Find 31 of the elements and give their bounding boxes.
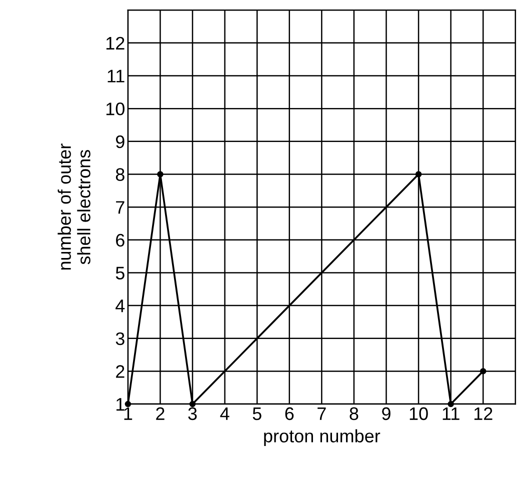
point [448,400,454,408]
y-tick-label: 5 [116,266,124,280]
y-tick-label: 10 [106,102,124,116]
x-tick-label: 7 [318,407,326,420]
y-tick-label: 1 [116,398,124,411]
y-tick-label: 2 [116,365,124,378]
y-tick-label: 3 [116,332,124,346]
x-tick-label: 4 [220,407,230,420]
point [415,171,422,178]
y-tick-label: 9 [116,135,124,148]
y-tick-label: 11 [108,70,124,82]
y-tick-label: 7 [116,201,124,214]
point [124,400,132,408]
x-tick-label: 10 [410,407,428,420]
point [480,368,486,374]
x-axis-title: proton number [264,429,380,446]
x-tick-label: 9 [382,407,390,420]
x-tick-label: 5 [252,407,262,420]
x-tick-label: 11 [442,407,460,420]
y-tick-label: 8 [116,168,124,181]
y-tick-label: 4 [116,300,125,312]
x-tick-label: 12 [474,407,492,420]
x-tick-label: 2 [156,407,164,420]
x-tick-label: 3 [188,407,197,420]
y-tick-label: 6 [116,234,124,247]
y-axis-title: number of outer shell electrons [58,144,90,270]
y-tick-label: 12 [106,36,124,50]
point [189,400,196,408]
point [157,171,164,178]
x-tick-label: 6 [285,407,294,420]
x-tick-label: 8 [350,407,358,420]
